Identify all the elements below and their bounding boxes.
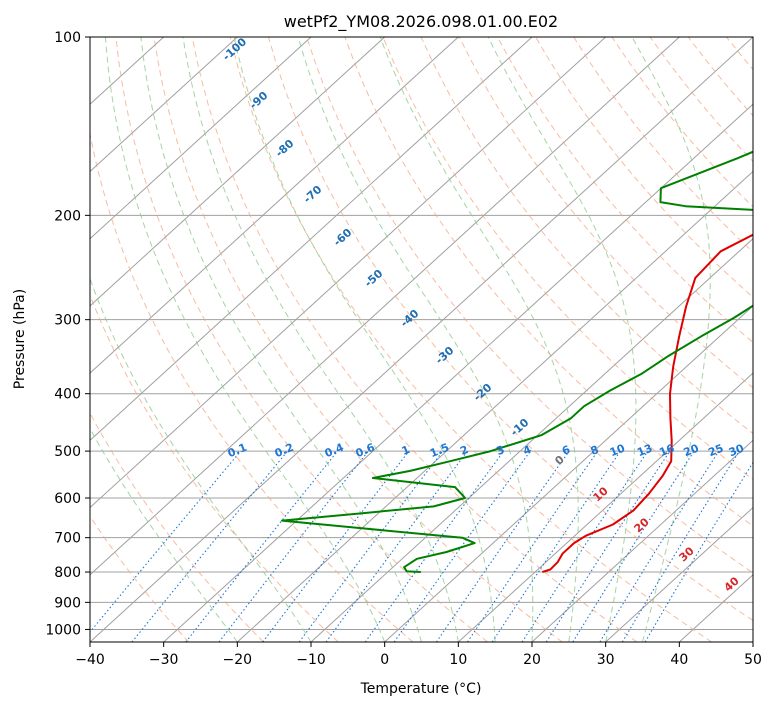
mixing-ratio-line (364, 450, 505, 642)
x-tick-label: 10 (449, 652, 467, 668)
mixing-ratio-label: 3 (495, 443, 507, 458)
x-tick-label: −10 (296, 652, 326, 668)
y-tick-label: 200 (54, 208, 81, 224)
mixing-ratio-label: 13 (635, 442, 654, 460)
mixing-ratio-line (131, 450, 289, 642)
x-tick-label: 40 (670, 652, 688, 668)
y-axis-title: Pressure (hPa) (12, 289, 28, 389)
skewed-isotherm (90, 37, 753, 642)
mixing-ratio-line (298, 450, 444, 642)
moist-adiabat (182, 37, 459, 642)
mixing-ratio-line (90, 450, 242, 633)
x-tick-label: 20 (523, 652, 541, 668)
dry-adiabat (268, 37, 753, 622)
y-tick-label: 300 (54, 313, 81, 329)
skewed-isotherm (90, 37, 459, 374)
background-lines (90, 37, 753, 642)
dry-adiabat (535, 37, 753, 298)
skewed-isotherm (384, 305, 753, 642)
skewed-isotherm (90, 37, 607, 509)
mixing-ratio-line (435, 450, 570, 642)
dry-adiabat (229, 37, 712, 642)
skewed-isotherm (310, 237, 753, 642)
dry-adiabat (496, 37, 753, 344)
dewpoint-profile-line (281, 150, 753, 573)
mixing-ratio-label: 2 (458, 443, 470, 458)
mixing-ratio-label: 25 (706, 442, 725, 460)
x-tick-label: −30 (149, 652, 179, 668)
mixing-ratio-line (521, 450, 649, 642)
mixing-ratio-line (325, 450, 468, 642)
chart-title: wetPf2_YM08.2026.098.01.00.E02 (284, 12, 558, 32)
y-tick-label: 800 (54, 565, 81, 581)
skewed-isotherm (90, 37, 312, 240)
skewed-isotherm (90, 37, 680, 576)
moist-adiabat (233, 37, 496, 642)
dry-adiabat (153, 37, 563, 642)
mixing-ratio-line (545, 450, 671, 642)
skewed-isotherm (605, 506, 753, 642)
x-tick-label: 0 (380, 652, 389, 668)
moist-adiabat (487, 37, 637, 642)
y-tick-label: 100 (54, 30, 81, 46)
skewed-isotherm (236, 170, 753, 642)
dry-adiabat (90, 515, 190, 642)
x-tick-label: 50 (744, 652, 762, 668)
skewed-isotherm (90, 37, 533, 442)
dry-adiabat (344, 37, 753, 527)
x-tick-label: −20 (223, 652, 253, 668)
mixing-ratio-line (393, 450, 531, 642)
dry-adiabat (382, 37, 753, 481)
mixing-ratio-line (491, 450, 621, 642)
x-tick-label: 30 (597, 652, 615, 668)
y-tick-label: 500 (54, 444, 81, 460)
moist-adiabat (90, 427, 238, 642)
y-tick-label: 700 (54, 531, 81, 547)
x-axis-title: Temperature (°C) (360, 681, 482, 697)
y-tick-label: 900 (54, 595, 81, 611)
y-tick-label: 600 (54, 491, 81, 507)
skewed-isotherm (531, 439, 753, 642)
skewed-isotherm (457, 372, 753, 642)
moist-adiabat (379, 37, 579, 642)
mixing-ratio-label: 10 (608, 441, 627, 459)
y-tick-label: 1000 (45, 622, 81, 638)
moist-adiabat (90, 277, 312, 642)
mixing-ratio-line (185, 450, 339, 642)
mixing-ratio-line (467, 450, 599, 642)
mixing-ratio-label: 30 (727, 441, 746, 459)
axes: −40 −30 −20 −10 0 10 20 30 40 50 100 200 300 400 500 60… (45, 30, 762, 668)
mixing-ratio-line (621, 450, 740, 642)
dry-adiabat (90, 131, 414, 642)
x-tick-label: −40 (75, 652, 105, 668)
mixing-ratio-line (262, 450, 410, 642)
skewed-isotherm (90, 37, 238, 173)
profile-series (281, 150, 753, 573)
moist-adiabat (140, 37, 422, 642)
plot-frame (89, 36, 754, 643)
mixing-ratio-label: 20 (682, 441, 701, 459)
dry-adiabat (115, 37, 488, 642)
y-tick-label: 400 (54, 387, 81, 403)
dry-adiabat (306, 37, 753, 574)
mixing-ratio-label: 1 (400, 443, 412, 458)
moist-adiabat (297, 37, 534, 642)
mixing-ratio-line (572, 450, 695, 642)
moist-adiabat (631, 37, 711, 642)
dry-adiabat (90, 412, 264, 642)
mixing-ratio-label: 8 (589, 443, 601, 458)
skewed-isotherm (163, 103, 753, 642)
mixing-ratio-label: 16 (657, 441, 676, 459)
moist-adiabat (104, 37, 386, 642)
skewed-isotherm (90, 37, 386, 307)
